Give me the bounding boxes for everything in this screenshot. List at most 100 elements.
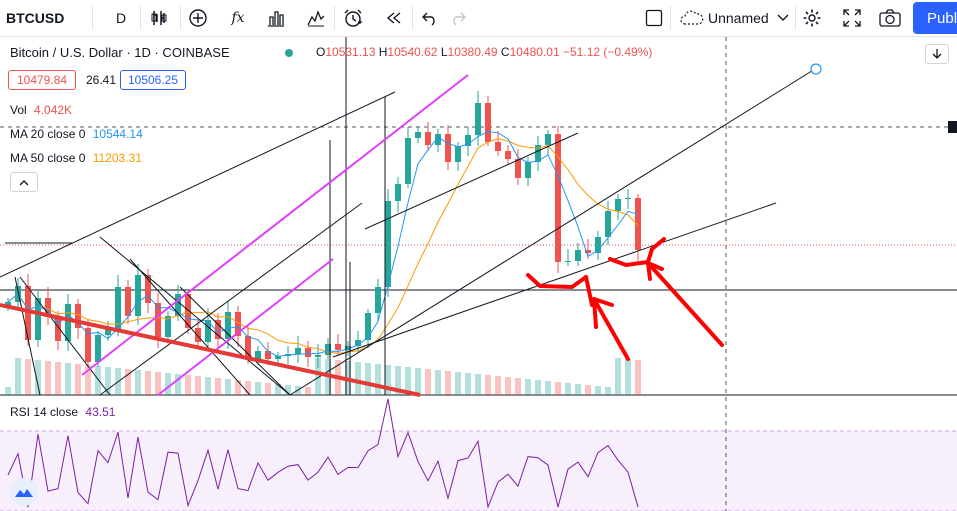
candle-body bbox=[545, 134, 551, 145]
volume-bar bbox=[515, 378, 521, 395]
red-trendline[interactable] bbox=[0, 303, 421, 397]
replay-icon[interactable] bbox=[382, 0, 406, 36]
candle-body bbox=[45, 298, 51, 317]
templates-icon[interactable] bbox=[304, 0, 328, 36]
toolbar-divider bbox=[140, 6, 141, 30]
volume-bar bbox=[495, 376, 501, 395]
arrow-stem bbox=[584, 275, 594, 307]
candle-body bbox=[35, 298, 41, 340]
volume-bar bbox=[425, 369, 431, 395]
collapse-legend-button[interactable] bbox=[10, 172, 38, 192]
candle-body bbox=[195, 328, 201, 342]
candle-body bbox=[505, 151, 511, 159]
volume-bar bbox=[255, 382, 261, 395]
ma50-line bbox=[7, 138, 639, 354]
volume-bar bbox=[15, 358, 21, 395]
trendline-handle[interactable] bbox=[810, 63, 822, 75]
add-indicator-icon[interactable] bbox=[186, 0, 210, 36]
channel-line-magenta[interactable] bbox=[157, 258, 334, 396]
candle-body bbox=[525, 162, 531, 178]
volume-bar bbox=[595, 386, 601, 395]
redo-icon[interactable] bbox=[446, 0, 470, 36]
candle-body bbox=[105, 329, 111, 335]
fx-icon[interactable]: 𝑓x bbox=[231, 10, 245, 26]
trendline[interactable] bbox=[364, 132, 579, 230]
volume-bar bbox=[75, 364, 81, 395]
volume-bar bbox=[625, 359, 631, 395]
alert-icon[interactable] bbox=[340, 0, 366, 36]
top-toolbar: BTCUSD D 𝑓x Unnamed bbox=[0, 0, 957, 37]
candle-body bbox=[245, 336, 251, 360]
compare-icon[interactable] bbox=[264, 0, 288, 36]
change-value: −51.12 (−0.49%) bbox=[563, 45, 653, 59]
volume-bar bbox=[555, 382, 561, 395]
candle-body bbox=[385, 201, 391, 287]
trendline[interactable] bbox=[179, 286, 291, 396]
camera-icon[interactable] bbox=[876, 0, 904, 36]
channel-line-magenta[interactable] bbox=[81, 74, 469, 376]
trendline[interactable] bbox=[99, 236, 291, 396]
ma20-label: MA 20 close 0 bbox=[10, 127, 86, 141]
volume-bar bbox=[125, 369, 131, 395]
candle-body bbox=[455, 146, 461, 162]
ma20-legend[interactable]: MA 20 close 0 10544.14 bbox=[10, 127, 143, 141]
undo-icon[interactable] bbox=[418, 0, 442, 36]
scroll-to-latest-button[interactable] bbox=[925, 44, 949, 64]
volume-bar bbox=[525, 379, 531, 395]
volume-bar bbox=[285, 385, 291, 395]
candle-body bbox=[565, 261, 571, 262]
trendline[interactable] bbox=[19, 276, 111, 396]
candle-body bbox=[65, 304, 71, 341]
trendline[interactable] bbox=[99, 202, 363, 396]
candle-body bbox=[415, 132, 421, 138]
trendline[interactable] bbox=[289, 68, 816, 396]
buy-price-box[interactable]: 10506.25 bbox=[120, 70, 186, 90]
trendlines[interactable] bbox=[0, 37, 816, 396]
trendline[interactable] bbox=[14, 276, 41, 396]
arrow-annotation bbox=[646, 261, 724, 347]
candle-body bbox=[295, 348, 301, 354]
tradingview-logo[interactable] bbox=[10, 478, 38, 506]
chevron-up-icon bbox=[19, 179, 29, 185]
symbol-search[interactable]: BTCUSD bbox=[6, 10, 65, 26]
candle-body bbox=[175, 294, 181, 316]
candle-body bbox=[375, 287, 381, 313]
toolbar-divider bbox=[180, 6, 181, 30]
toolbar-divider bbox=[334, 6, 335, 30]
candle-body bbox=[635, 198, 641, 250]
interval-button[interactable]: D bbox=[115, 10, 127, 26]
volume-bar bbox=[135, 370, 141, 395]
candle-body bbox=[325, 344, 331, 355]
chevron-down-icon[interactable] bbox=[776, 0, 790, 36]
ma50-legend[interactable]: MA 50 close 0 11203.31 bbox=[10, 151, 142, 165]
trendline[interactable] bbox=[129, 258, 251, 396]
cloud-icon[interactable] bbox=[678, 0, 706, 36]
rsi-legend[interactable]: RSI 14 close 43.51 bbox=[10, 405, 115, 419]
candle-body bbox=[585, 250, 591, 253]
volume-bar bbox=[155, 372, 161, 395]
low-label: L bbox=[440, 45, 448, 59]
ma50-value: 11203.31 bbox=[92, 151, 142, 165]
candle-body bbox=[215, 320, 221, 339]
volume-bar bbox=[165, 373, 171, 395]
toolbar-divider bbox=[795, 6, 796, 30]
volume-bar bbox=[65, 363, 71, 395]
candle-body bbox=[55, 317, 61, 341]
volume-bar bbox=[25, 359, 31, 395]
volume-bar bbox=[455, 372, 461, 395]
fullscreen-icon[interactable] bbox=[840, 0, 864, 36]
price-chart[interactable] bbox=[0, 37, 957, 511]
publish-button[interactable]: Publi bbox=[913, 2, 957, 34]
volume-bar bbox=[385, 365, 391, 395]
volume-legend[interactable]: Vol 4.042K bbox=[10, 103, 72, 117]
sell-price-box[interactable]: 10479.84 bbox=[8, 70, 76, 90]
candle-body bbox=[515, 159, 521, 178]
fullscreen-checkbox-icon[interactable] bbox=[643, 0, 665, 36]
layout-name[interactable]: Unnamed bbox=[708, 10, 769, 26]
candle-body bbox=[475, 103, 481, 135]
settings-icon[interactable] bbox=[800, 0, 824, 36]
trendline[interactable] bbox=[0, 91, 396, 278]
volume-bar bbox=[615, 358, 621, 395]
trendline[interactable] bbox=[332, 202, 777, 358]
bar-style-icon[interactable] bbox=[148, 0, 170, 36]
